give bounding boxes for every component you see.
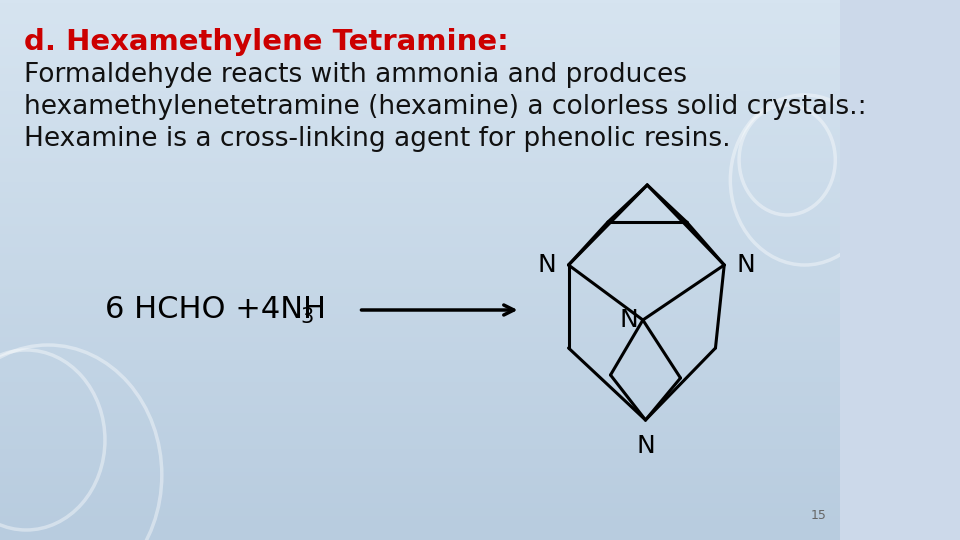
Text: hexamethylenetetramine (hexamine) a colorless solid crystals.:: hexamethylenetetramine (hexamine) a colo… xyxy=(25,94,867,120)
Text: d. Hexamethylene Tetramine:: d. Hexamethylene Tetramine: xyxy=(25,28,509,56)
Text: N: N xyxy=(636,434,655,458)
Text: N: N xyxy=(620,308,638,332)
Text: N: N xyxy=(736,253,756,277)
Text: Formaldehyde reacts with ammonia and produces: Formaldehyde reacts with ammonia and pro… xyxy=(25,62,687,88)
Text: 6 HCHO +4NH: 6 HCHO +4NH xyxy=(105,295,326,325)
Text: 15: 15 xyxy=(810,509,827,522)
Text: Hexamine is a cross-linking agent for phenolic resins.: Hexamine is a cross-linking agent for ph… xyxy=(25,126,732,152)
Text: 3: 3 xyxy=(300,307,313,327)
Text: N: N xyxy=(538,253,556,277)
